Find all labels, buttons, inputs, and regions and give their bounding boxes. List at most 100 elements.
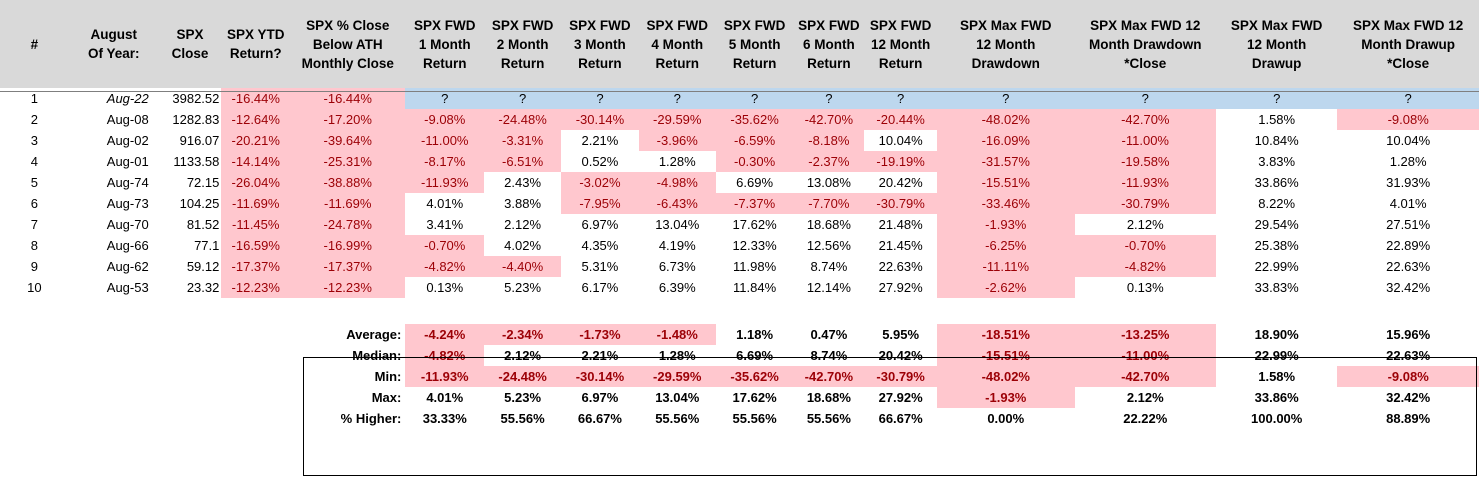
table-row: 2 Aug-08 1282.83 -12.64% -17.20% -9.08% -24.48… — [0, 109, 1479, 130]
column-header-line: SPX Max FWD — [1230, 17, 1323, 33]
empty-cell — [1075, 298, 1217, 324]
value-cell: -7.95% — [561, 193, 639, 214]
value-cell: 0.52% — [581, 154, 619, 169]
value-cell: -20.44% — [864, 109, 938, 130]
summary-value: 55.56% — [732, 411, 777, 426]
column-header: SPX % Close Below ATH Monthly Close — [290, 0, 406, 88]
value-cell: -6.59% — [715, 130, 794, 151]
row-index-cell: 9 — [30, 259, 38, 274]
row-index-cell: 4 — [30, 154, 38, 169]
value-cell: 22.63% — [1386, 259, 1431, 274]
column-header-line: 5 Month — [728, 36, 781, 52]
value-cell: -30.79% — [864, 193, 938, 214]
value-cell: ? — [405, 88, 485, 109]
date-cell: Aug-66 — [106, 238, 149, 253]
empty-cell — [159, 298, 222, 324]
value-cell: -2.37% — [793, 151, 865, 172]
value-cell: -16.44% — [221, 88, 291, 109]
column-header: SPX FWD 6 Month Return — [793, 0, 865, 88]
row-index-cell: 5 — [30, 175, 38, 190]
value-cell: 4.02% — [504, 238, 542, 253]
column-header: SPX YTD Return? — [221, 0, 291, 88]
empty-cell — [0, 324, 290, 345]
summary-value: -1.93% — [937, 387, 1075, 408]
empty-cell — [484, 298, 561, 324]
summary-value: 0.00% — [987, 411, 1025, 426]
value-cell: 25.38% — [1254, 238, 1299, 253]
value-cell: 32.42% — [1386, 280, 1431, 295]
value-cell: 10.04% — [1386, 133, 1431, 148]
column-header-line: SPX Max FWD — [960, 17, 1052, 33]
close-cell: 23.32 — [186, 280, 220, 295]
close-cell: 81.52 — [186, 217, 220, 232]
row-index-cell: 10 — [27, 280, 42, 295]
summary-value: 33.33% — [422, 411, 467, 426]
value-cell: 11.98% — [733, 259, 777, 274]
value-cell: -8.18% — [793, 130, 865, 151]
summary-value: 4.01% — [426, 390, 464, 405]
summary-value: -1.73% — [561, 324, 639, 345]
value-cell: -4.82% — [405, 256, 485, 277]
column-header-line: 12 Month — [871, 36, 931, 52]
value-cell: 0.13% — [1126, 280, 1164, 295]
summary-value: 6.69% — [736, 348, 774, 363]
column-header-line: 1 Month — [418, 36, 471, 52]
value-cell: -26.04% — [221, 172, 291, 193]
column-header-line: 4 Month — [651, 36, 704, 52]
value-cell: 11.84% — [733, 280, 777, 295]
summary-value: 55.56% — [806, 411, 851, 426]
value-cell: 4.35% — [581, 238, 619, 253]
column-header-line: Drawup — [1251, 55, 1302, 71]
value-cell: 6.69% — [736, 175, 774, 190]
value-cell: -16.59% — [221, 235, 291, 256]
value-cell: 5.23% — [504, 280, 542, 295]
value-cell: 27.92% — [878, 280, 923, 295]
value-cell: -17.37% — [221, 256, 291, 277]
date-cell: Aug-22 — [106, 91, 149, 106]
value-cell: -42.70% — [793, 109, 865, 130]
value-cell: 6.17% — [581, 280, 619, 295]
value-cell: -31.57% — [937, 151, 1075, 172]
value-cell: -12.64% — [221, 109, 291, 130]
column-header-line: 12 Month — [976, 36, 1036, 52]
column-header-line: Monthly Close — [301, 55, 394, 71]
summary-value: -30.14% — [561, 366, 639, 387]
summary-value: 18.68% — [806, 390, 851, 405]
value-cell: -35.62% — [715, 109, 794, 130]
summary-value: -42.70% — [793, 366, 865, 387]
date-cell: Aug-02 — [106, 133, 149, 148]
value-cell: 27.51% — [1386, 217, 1431, 232]
value-cell: -42.70% — [1074, 109, 1217, 130]
summary-value: -48.02% — [937, 366, 1075, 387]
value-cell: -7.37% — [715, 193, 794, 214]
summary-value: 5.23% — [504, 390, 542, 405]
column-header-line: 3 Month — [574, 36, 626, 52]
summary-value: -18.51% — [937, 324, 1075, 345]
value-cell: 33.86% — [1254, 175, 1299, 190]
column-header-line: SPX — [176, 27, 204, 42]
summary-value: -11.00% — [1074, 345, 1217, 366]
value-cell: 2.12% — [504, 217, 542, 232]
empty-cell — [0, 408, 290, 429]
summary-row: Min: -11.93% -24.48% -30.14% -29.59% -35.62% -… — [0, 366, 1479, 387]
value-cell: -19.58% — [1074, 151, 1217, 172]
date-cell: Aug-74 — [106, 175, 149, 190]
empty-cell — [1337, 298, 1479, 324]
summary-value: 2.12% — [1126, 390, 1164, 405]
close-cell: 72.15 — [186, 175, 220, 190]
value-cell: 10.04% — [878, 133, 923, 148]
value-cell: 21.48% — [878, 217, 923, 232]
summary-value: 1.58% — [1258, 369, 1296, 384]
summary-value: -4.24% — [405, 324, 485, 345]
summary-row: Max: 4.01% 5.23% 6.97% 13.04% 17.62% 18.68% 27.… — [0, 387, 1479, 408]
empty-cell — [1216, 298, 1337, 324]
value-cell: ? — [1216, 88, 1338, 109]
row-index-cell: 2 — [30, 112, 38, 127]
table-row: 10 Aug-53 23.32 -12.23% -12.23% 0.13% 5.23% 6.1… — [0, 277, 1479, 298]
date-cell: Aug-62 — [106, 259, 149, 274]
summary-value: 27.92% — [878, 390, 923, 405]
date-cell: Aug-01 — [106, 154, 149, 169]
value-cell: -38.88% — [290, 172, 406, 193]
close-cell: 1133.58 — [173, 154, 220, 169]
value-cell: -6.51% — [484, 151, 562, 172]
